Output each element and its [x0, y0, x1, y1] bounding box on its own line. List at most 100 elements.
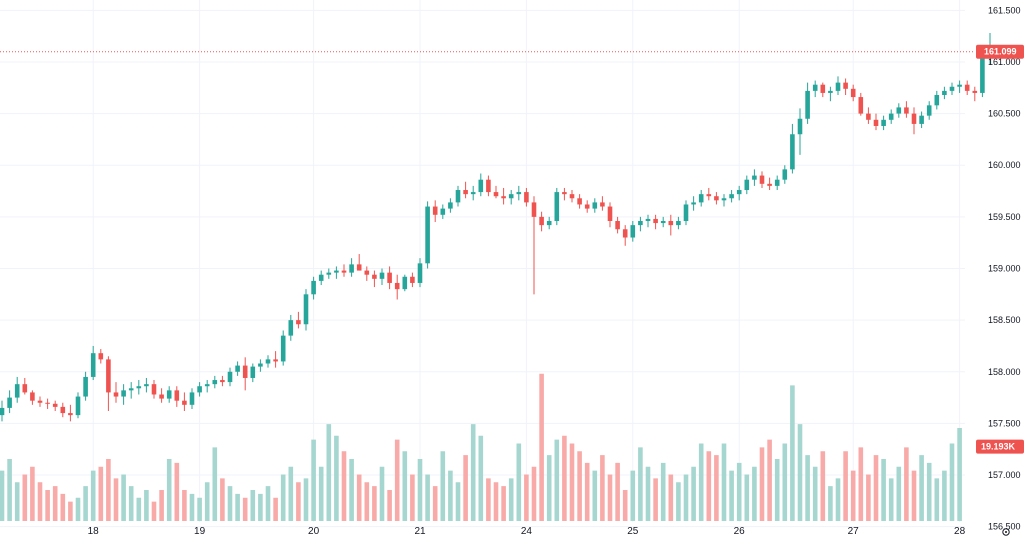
candle: [759, 171, 765, 188]
candle-body: [60, 406, 66, 414]
volume-bar: [790, 385, 795, 521]
volume-bar: [364, 482, 370, 521]
candle-body: [569, 194, 575, 199]
candle: [546, 216, 552, 230]
price-axis[interactable]: 161.500 161.000 160.500 160.000 159.500 159.0…: [988, 5, 1021, 531]
candle: [144, 377, 149, 393]
volume-bar: [356, 474, 362, 521]
x-tick-label: 25: [627, 526, 639, 537]
volume-bar: [334, 435, 339, 521]
last-price-value: 161.099: [984, 47, 1017, 57]
candle: [630, 220, 636, 242]
volume-bar: [752, 466, 757, 521]
candle: [653, 214, 658, 230]
candle-body: [691, 202, 696, 205]
candle: [622, 225, 628, 246]
candle: [607, 202, 613, 228]
candle-body: [250, 366, 256, 378]
time-axis[interactable]: 18 19 20 21 24 25 26 27 28: [88, 526, 966, 537]
candle-body: [759, 175, 765, 184]
candle: [980, 55, 985, 98]
axis-badges: 161.099 19.193K: [976, 44, 1024, 454]
candle-body: [546, 220, 552, 226]
candle-body: [14, 384, 20, 398]
volume-bar: [812, 466, 818, 521]
candle-body: [0, 407, 5, 416]
candle: [828, 86, 833, 102]
candle: [904, 101, 909, 118]
candle-body: [539, 216, 544, 226]
candle-body: [448, 202, 453, 209]
candle: [767, 177, 772, 191]
candle: [531, 196, 537, 295]
candle-body: [75, 396, 81, 416]
volume-bar: [98, 466, 104, 521]
volume-bar: [888, 478, 894, 521]
candle-body: [83, 376, 88, 397]
candle-body: [896, 107, 902, 114]
candle: [356, 254, 362, 271]
candle: [774, 175, 780, 191]
volume-bar: [653, 478, 658, 521]
volume-bar: [957, 428, 962, 521]
candle-body: [714, 196, 719, 201]
volume-bar: [151, 501, 157, 521]
candle: [220, 375, 225, 387]
volume-bar: [676, 482, 681, 521]
candle: [843, 78, 848, 96]
y-tick-label: 161.500: [988, 5, 1021, 15]
y-tick-label: 158.000: [988, 367, 1021, 377]
candle-body: [493, 192, 499, 197]
candle-body: [736, 190, 742, 195]
candle: [387, 266, 392, 290]
candle: [554, 187, 560, 226]
candle: [797, 108, 803, 155]
volume-bar: [638, 447, 643, 521]
candle-body: [334, 270, 339, 273]
candle: [926, 101, 932, 120]
axis-settings-button[interactable]: [1002, 528, 1010, 536]
candle: [204, 380, 210, 393]
candle-body: [858, 97, 864, 114]
volume-bar: [721, 443, 727, 521]
candle: [676, 216, 681, 230]
candle-body: [668, 220, 674, 226]
candle-body: [379, 272, 385, 279]
candle: [698, 190, 704, 207]
candle: [790, 123, 795, 174]
candle-body: [37, 400, 43, 403]
candle: [592, 198, 598, 213]
volume-bar: [759, 447, 765, 521]
candle: [448, 198, 453, 213]
candle-body: [904, 107, 909, 114]
candle: [645, 214, 651, 228]
x-tick-label: 21: [414, 526, 426, 537]
candle: [425, 201, 430, 269]
candle-body: [531, 202, 537, 217]
candle-body: [949, 86, 955, 91]
volume-bar: [896, 466, 902, 521]
candle-body: [866, 113, 871, 120]
candle-body: [980, 56, 985, 93]
candlestick-series: [0, 33, 993, 422]
candle-body: [22, 384, 28, 393]
candle-body: [721, 198, 727, 201]
candle-body: [592, 202, 598, 209]
candle-body: [68, 413, 73, 416]
volume-bar: [83, 486, 88, 521]
volume-bar: [584, 462, 590, 521]
y-tick-label: 156.500: [988, 522, 1021, 532]
volume-bar: [463, 455, 468, 521]
candle: [189, 388, 195, 409]
candle-body: [417, 263, 423, 283]
candle-body: [486, 179, 491, 193]
candle-body: [638, 220, 643, 226]
candle-body: [584, 204, 590, 209]
candle-body: [204, 384, 210, 387]
candle-body: [341, 270, 347, 273]
candle-body: [220, 380, 225, 383]
volume-bar: [166, 459, 172, 521]
candle-body: [30, 392, 35, 401]
volume-bar: [926, 462, 932, 521]
